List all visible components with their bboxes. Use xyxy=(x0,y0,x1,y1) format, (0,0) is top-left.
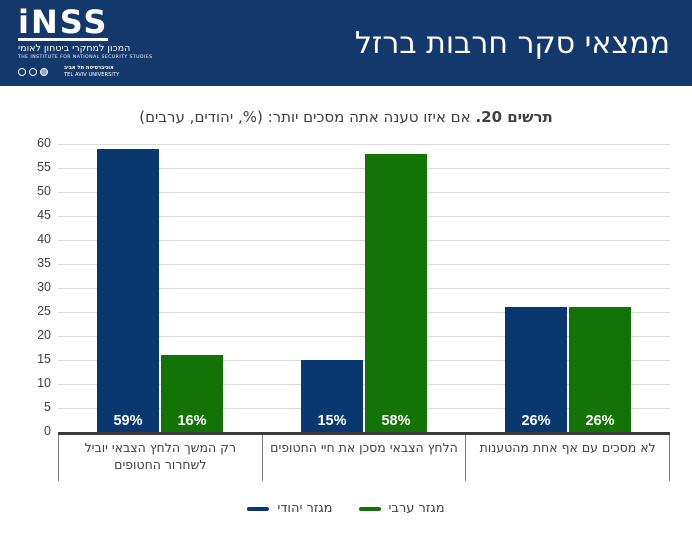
gridline xyxy=(58,408,670,409)
gridline xyxy=(58,240,670,241)
bar-series1-cat0: 16% xyxy=(161,355,223,432)
y-tick-label: 45 xyxy=(37,208,51,222)
legend: מגזר יהודי מגזר ערבי xyxy=(0,501,692,516)
bar-groups: 59% 16% 15% 58% 26% 26% xyxy=(58,144,670,432)
chart-title-text: אם איזו טענה אתה מסכים יותר: (%, יהודים,… xyxy=(139,108,476,126)
inss-subtitle-hebrew: המכון למחקרי ביטחון לאומי xyxy=(18,43,131,55)
bar-group-2: 26% 26% xyxy=(466,144,670,432)
bar-series0-cat1: 15% xyxy=(301,360,363,432)
logo-circle-icons xyxy=(18,67,48,76)
gridline xyxy=(58,192,670,193)
tau-label-english: TEL AVIV UNIVERSITY xyxy=(64,71,120,78)
legend-label: מגזר ערבי xyxy=(388,501,445,516)
bar-series0-cat2: 26% xyxy=(505,307,567,432)
inss-wordmark: iNSS xyxy=(18,2,109,42)
legend-label: מגזר יהודי xyxy=(277,501,333,516)
y-tick-label: 10 xyxy=(37,376,51,390)
gridline xyxy=(58,360,670,361)
legend-item-1: מגזר ערבי xyxy=(358,501,445,516)
bar-series1-cat1: 58% xyxy=(365,153,427,432)
logo-bottom-row: אוניברסיטת תל אביב TEL AVIV UNIVERSITY xyxy=(18,65,153,78)
bar-value-label: 26% xyxy=(585,413,615,429)
x-category-label-2: לא מסכים עם אף אחת מהטענות xyxy=(466,435,671,481)
gridline xyxy=(58,384,670,385)
bar-value-label: 15% xyxy=(317,413,347,429)
bar-chart: 0 5 10 15 20 25 30 35 40 45 50 55 60 59% 16% 15% 58% 26%… xyxy=(22,137,671,481)
x-category-label-0: רק המשך הלחץ הצבאי יוביל לשחרור החטופים xyxy=(59,435,263,481)
gridline xyxy=(58,168,670,169)
y-tick-label: 20 xyxy=(37,328,51,342)
logo-circle-icon xyxy=(18,67,26,76)
y-tick-label: 5 xyxy=(44,400,51,414)
logo-globe-icon xyxy=(40,67,48,76)
tel-aviv-university-mark: אוניברסיטת תל אביב TEL AVIV UNIVERSITY xyxy=(64,65,119,78)
gridline xyxy=(58,264,670,265)
y-tick-label: 15 xyxy=(37,352,51,366)
gridline xyxy=(58,336,670,337)
bar-value-label: 58% xyxy=(381,413,411,429)
bar-group-0: 59% 16% xyxy=(58,144,262,432)
legend-swatch-icon xyxy=(358,506,381,511)
plot-area: 59% 16% 15% 58% 26% 26% xyxy=(58,144,670,435)
bar-series0-cat0: 59% xyxy=(97,148,159,432)
gridline xyxy=(58,312,670,313)
y-tick-label: 25 xyxy=(37,304,51,318)
y-tick-label: 30 xyxy=(37,280,51,294)
y-tick-label: 60 xyxy=(37,136,51,150)
y-axis: 0 5 10 15 20 25 30 35 40 45 50 55 60 xyxy=(22,137,58,437)
logo-circle-icon xyxy=(29,67,37,76)
y-tick-label: 35 xyxy=(37,256,51,270)
bar-value-label: 16% xyxy=(177,413,207,429)
bar-value-label: 26% xyxy=(521,413,551,429)
gridline xyxy=(58,288,670,289)
bar-group-1: 15% 58% xyxy=(262,144,466,432)
page-title: ממצאי סקר חרבות ברזל xyxy=(354,25,670,61)
legend-swatch-icon xyxy=(247,506,270,511)
y-tick-label: 50 xyxy=(37,184,51,198)
inss-logo: iNSS המכון למחקרי ביטחון לאומי THE INSTI… xyxy=(18,2,153,79)
x-category-label-1: הלחץ הצבאי מסכן את חיי החטופים xyxy=(263,435,467,481)
y-tick-label: 0 xyxy=(44,424,51,438)
bar-series1-cat2: 26% xyxy=(569,307,631,432)
y-tick-label: 40 xyxy=(37,232,51,246)
y-tick-label: 55 xyxy=(37,160,51,174)
gridline xyxy=(58,216,670,217)
header-banner: iNSS המכון למחקרי ביטחון לאומי THE INSTI… xyxy=(0,0,692,86)
chart-title-prefix: תרשים 20. xyxy=(475,108,553,126)
chart-title: תרשים 20. אם איזו טענה אתה מסכים יותר: (… xyxy=(0,108,692,126)
gridline xyxy=(58,144,670,145)
legend-item-0: מגזר יהודי xyxy=(247,501,333,516)
inss-subtitle-english: THE INSTITUTE FOR NATIONAL SECURITY STUD… xyxy=(18,54,153,60)
x-axis-labels: רק המשך הלחץ הצבאי יוביל לשחרור החטופים ה… xyxy=(58,435,671,481)
tau-label-hebrew: אוניברסיטת תל אביב xyxy=(64,65,114,72)
bar-value-label: 59% xyxy=(113,413,143,429)
